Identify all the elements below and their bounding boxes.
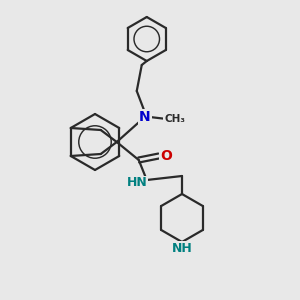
Text: N: N [139,110,151,124]
Text: HN: HN [126,176,147,190]
Text: CH₃: CH₃ [164,114,185,124]
Text: O: O [160,149,172,163]
Text: NH: NH [172,242,192,254]
